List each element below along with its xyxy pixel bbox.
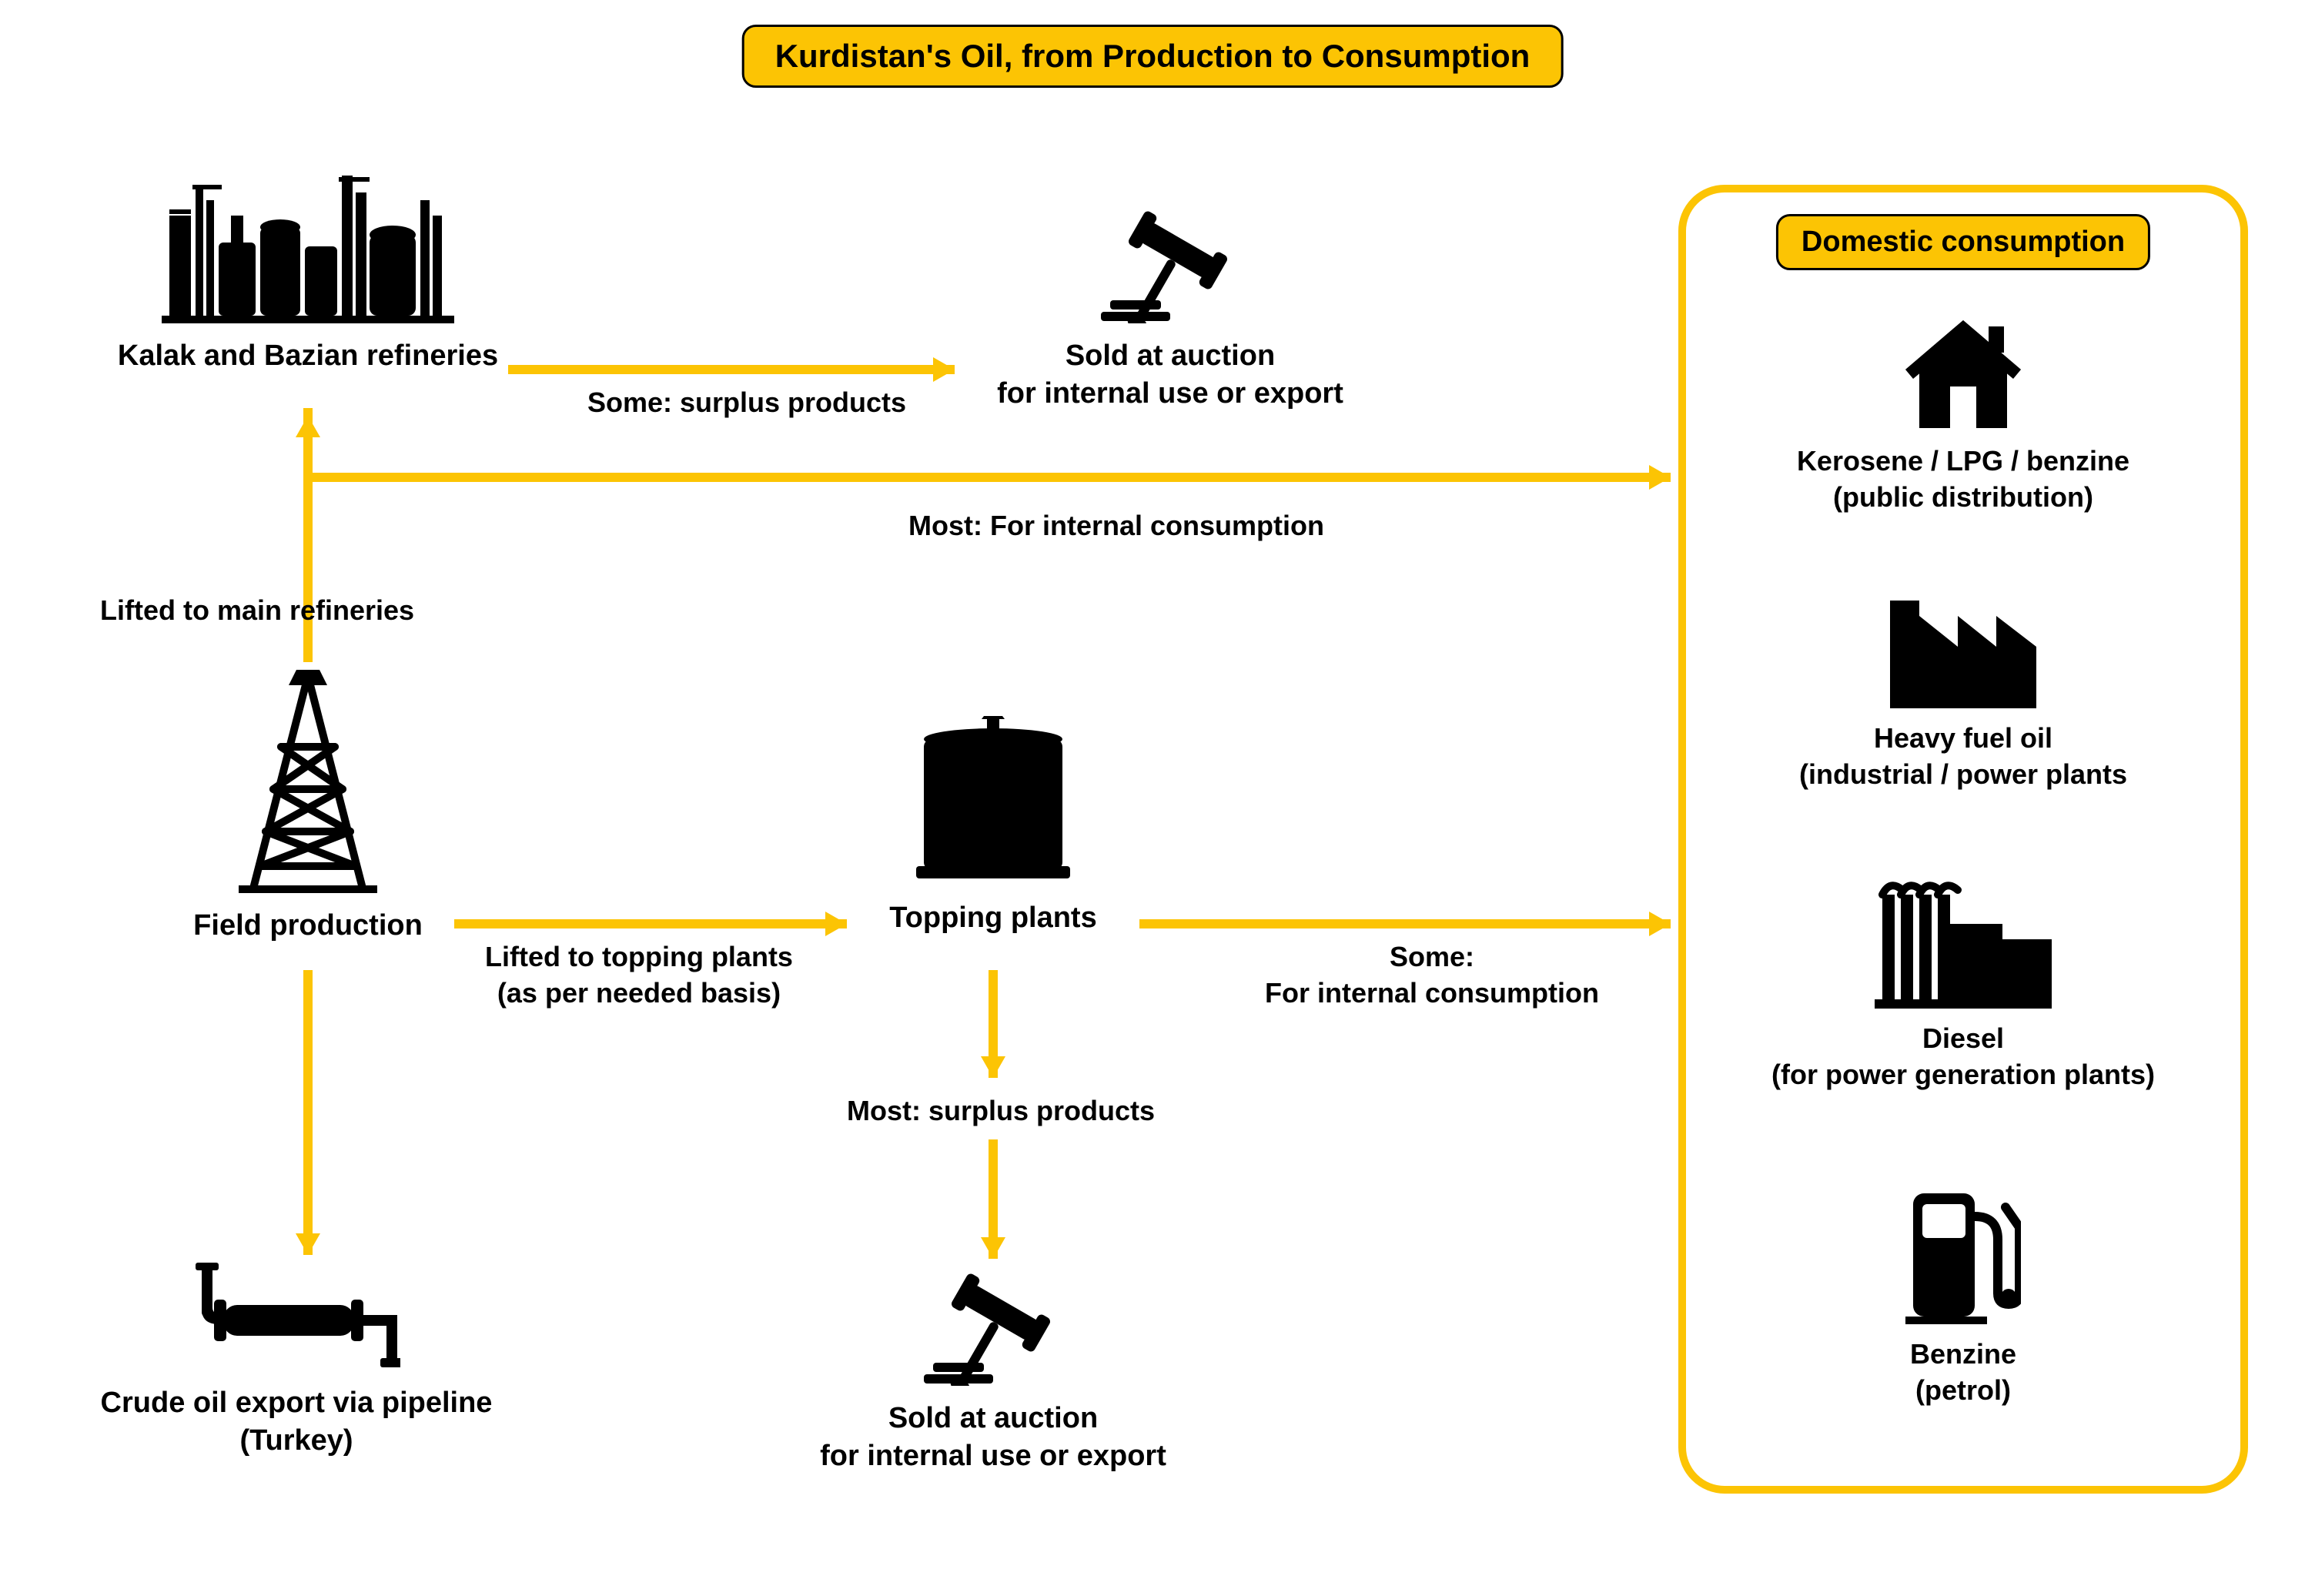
domestic-item-2: Diesel(for power generation plants)	[1686, 878, 2240, 1093]
powerplant-icon	[1686, 878, 2240, 1009]
domestic-item-3: Benzine(petrol)	[1686, 1186, 2240, 1409]
edge-label-1: Most: For internal consumption	[847, 508, 1386, 544]
node-field: Field production	[169, 670, 447, 945]
edge-label-4: Some:For internal consumption	[1232, 939, 1632, 1012]
gavel-icon	[793, 1270, 1193, 1386]
edge-label-2: Lifted to main refineries	[100, 593, 431, 629]
node-topping-label: Topping plants	[855, 899, 1132, 937]
page-title: Kurdistan's Oil, from Production to Cons…	[742, 25, 1564, 88]
node-auction1-label: Sold at auctionfor internal use or expor…	[970, 337, 1370, 413]
factory-icon	[1686, 593, 2240, 708]
domestic-item-3-label: Benzine(petrol)	[1686, 1337, 2240, 1409]
edge-label-5: Most: surplus products	[839, 1093, 1163, 1129]
pipeline-icon	[77, 1263, 516, 1370]
domestic-item-1-label: Heavy fuel oil(industrial / power plants	[1686, 721, 2240, 793]
domestic-consumption-box: Domestic consumption Kerosene / LPG / be…	[1678, 185, 2248, 1494]
tank-icon	[855, 716, 1132, 885]
derrick-icon	[169, 670, 447, 893]
domestic-item-0: Kerosene / LPG / benzine(public distribu…	[1686, 316, 2240, 516]
node-export-label: Crude oil export via pipeline(Turkey)	[77, 1384, 516, 1460]
gavel-icon	[970, 208, 1370, 323]
node-auction2: Sold at auctionfor internal use or expor…	[793, 1270, 1193, 1476]
node-refineries-label: Kalak and Bazian refineries	[115, 337, 500, 375]
domestic-item-2-label: Diesel(for power generation plants)	[1686, 1021, 2240, 1093]
edge-label-0: Some: surplus products	[554, 385, 939, 421]
node-refineries: Kalak and Bazian refineries	[115, 169, 500, 375]
node-auction1: Sold at auctionfor internal use or expor…	[970, 208, 1370, 413]
domestic-item-1: Heavy fuel oil(industrial / power plants	[1686, 593, 2240, 793]
domestic-consumption-title: Domestic consumption	[1776, 214, 2150, 270]
edge-label-3: Lifted to topping plants(as per needed b…	[454, 939, 824, 1012]
refinery-icon	[115, 169, 500, 323]
node-topping: Topping plants	[855, 716, 1132, 937]
node-auction2-label: Sold at auctionfor internal use or expor…	[793, 1400, 1193, 1476]
pump-icon	[1686, 1186, 2240, 1324]
node-export: Crude oil export via pipeline(Turkey)	[77, 1263, 516, 1460]
node-field-label: Field production	[169, 907, 447, 945]
house-icon	[1686, 316, 2240, 431]
domestic-item-0-label: Kerosene / LPG / benzine(public distribu…	[1686, 443, 2240, 516]
